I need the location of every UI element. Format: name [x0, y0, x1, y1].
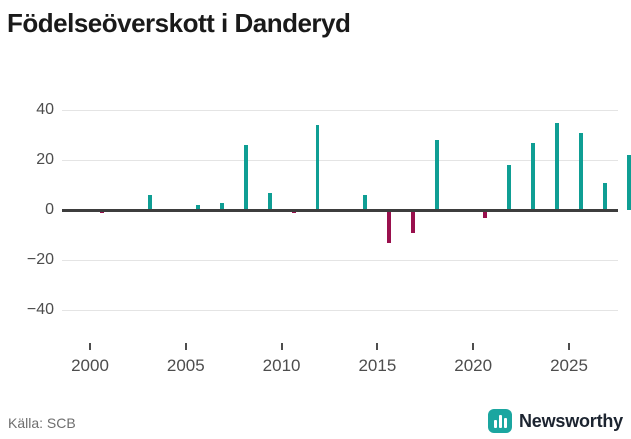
positive-bar	[626, 155, 631, 210]
newsworthy-brand: Newsworthy	[487, 408, 623, 434]
x-tick-label: 2025	[550, 356, 588, 375]
x-tick-mark	[376, 343, 379, 350]
x-tick-label: 2000	[71, 356, 109, 375]
x-tick-mark	[472, 343, 475, 350]
positive-bar	[147, 195, 152, 210]
x-tick-mark	[568, 343, 570, 350]
newsworthy-logo-text: Newsworthy	[518, 410, 623, 431]
positive-bar	[602, 182, 607, 210]
gridline	[62, 160, 618, 161]
negative-bar	[411, 210, 416, 233]
positive-bar	[363, 195, 368, 210]
positive-bar	[435, 140, 440, 210]
page-title: Födelseöverskott i Danderyd	[7, 8, 351, 38]
y-tick-label: 20	[36, 151, 54, 168]
x-tick-mark	[89, 343, 91, 350]
x-tick-label: 2005	[166, 356, 205, 375]
zero-line	[62, 208, 618, 212]
y-tick-label: 0	[45, 201, 54, 218]
x-tick-mark	[184, 343, 187, 350]
x-tick-label: 2015	[358, 356, 397, 375]
x-tick-label: 2010	[262, 356, 301, 375]
y-tick-label: −40	[26, 301, 54, 318]
gridline	[62, 260, 618, 261]
source-caption: Källa: SCB	[8, 415, 76, 431]
gridline	[62, 310, 618, 311]
positive-bar	[531, 142, 536, 210]
y-tick-label: 40	[36, 101, 54, 118]
positive-bar	[315, 125, 320, 210]
y-tick-label: −20	[26, 251, 54, 268]
gridline	[62, 110, 618, 111]
birth-surplus-chart: 40 20 0 −20 −40 2000 2005 2010 2015 2020 2025	[26, 101, 631, 375]
positive-bar	[267, 192, 272, 210]
positive-bar	[555, 122, 559, 210]
x-tick-label: 2020	[454, 356, 493, 375]
x-tick-mark	[280, 343, 283, 350]
positive-bar	[243, 145, 248, 210]
negative-bar	[483, 210, 488, 218]
positive-bar	[219, 202, 224, 210]
positive-bar	[507, 165, 512, 210]
newsworthy-logo-icon	[487, 409, 512, 433]
negative-bar	[387, 210, 392, 243]
positive-bar	[195, 205, 200, 210]
positive-bar	[579, 132, 583, 210]
